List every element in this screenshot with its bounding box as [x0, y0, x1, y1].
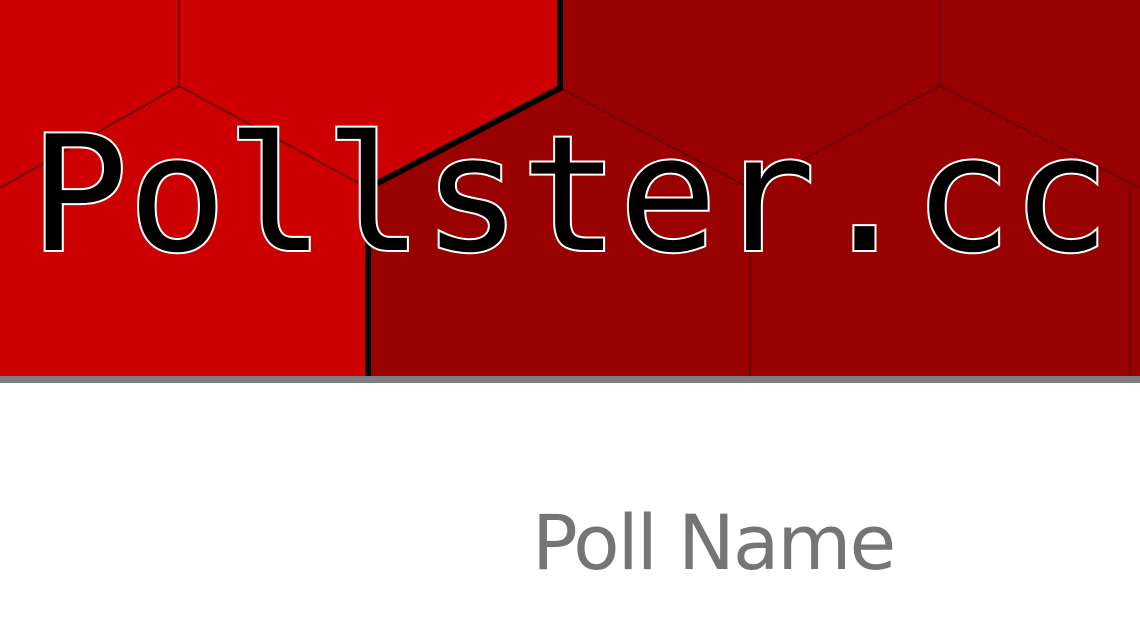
poll-name-heading: Poll Name: [532, 498, 896, 587]
site-logo[interactable]: Pollster.cc: [28, 99, 1112, 290]
banner-divider-line: [365, 0, 563, 376]
hex-grid-lines: [0, 0, 1140, 376]
banner-divider-rule: [0, 376, 1140, 383]
site-banner: Pollster.cc: [0, 0, 1140, 376]
hexagon-banner-graphic: Pollster.cc: [0, 0, 1140, 376]
banner-background-right: [368, 0, 1140, 376]
